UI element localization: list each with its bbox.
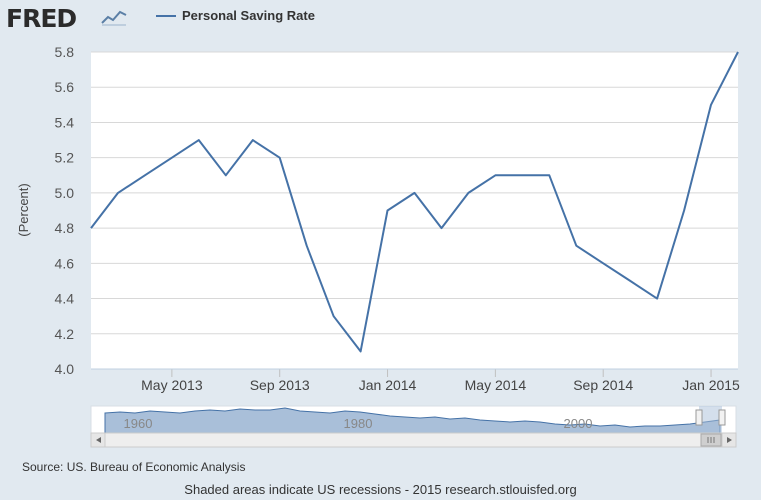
scrollbar-grip-icon: [707, 437, 715, 443]
navigator-series-area: [104, 407, 721, 434]
x-tick-label: May 2013: [141, 377, 203, 393]
navigator-handle-left[interactable]: [695, 409, 703, 426]
x-tick-label: May 2014: [465, 377, 527, 393]
source-note: Source: US. Bureau of Economic Analysis: [22, 460, 246, 474]
plot-area: [91, 52, 738, 369]
navigator-year-label: 1980: [344, 416, 373, 431]
y-tick-label: 4.0: [55, 361, 75, 377]
y-tick-label: 5.2: [55, 150, 75, 166]
x-tick-label: Jan 2015: [682, 377, 740, 393]
navigator-handle-right[interactable]: [718, 409, 726, 426]
scroll-left-arrow-icon: [96, 437, 101, 443]
y-tick-label: 4.4: [55, 291, 75, 307]
chart-legend[interactable]: Personal Saving Rate: [156, 8, 315, 23]
navigator-year-label: 2000: [564, 416, 593, 431]
y-tick-label: 4.8: [55, 220, 75, 236]
y-tick-label: 5.8: [55, 44, 75, 60]
x-tick-label: Sep 2013: [250, 377, 310, 393]
series-line-personal-saving-rate[interactable]: [90, 51, 739, 353]
y-tick-label: 5.6: [55, 79, 75, 95]
legend-swatch: [156, 14, 176, 17]
scrollbar-track[interactable]: [90, 432, 737, 448]
navigator-year-label: 1960: [124, 416, 153, 431]
y-axis-label: (Percent): [16, 183, 31, 236]
y-tick-label: 5.4: [55, 114, 75, 130]
x-tick-label: Jan 2014: [359, 377, 417, 393]
fred-logo: FRED: [6, 4, 77, 33]
legend-label: Personal Saving Rate: [182, 8, 315, 23]
x-tick-label: Sep 2014: [573, 377, 633, 393]
y-tick-label: 5.0: [55, 185, 75, 201]
navigator-selected-range[interactable]: [699, 406, 722, 433]
scroll-right-arrow-icon: [727, 437, 732, 443]
y-tick-label: 4.2: [55, 326, 75, 342]
y-tick-label: 4.6: [55, 255, 75, 271]
fred-chart-icon: [100, 8, 128, 26]
recession-note: Shaded areas indicate US recessions - 20…: [184, 482, 577, 497]
